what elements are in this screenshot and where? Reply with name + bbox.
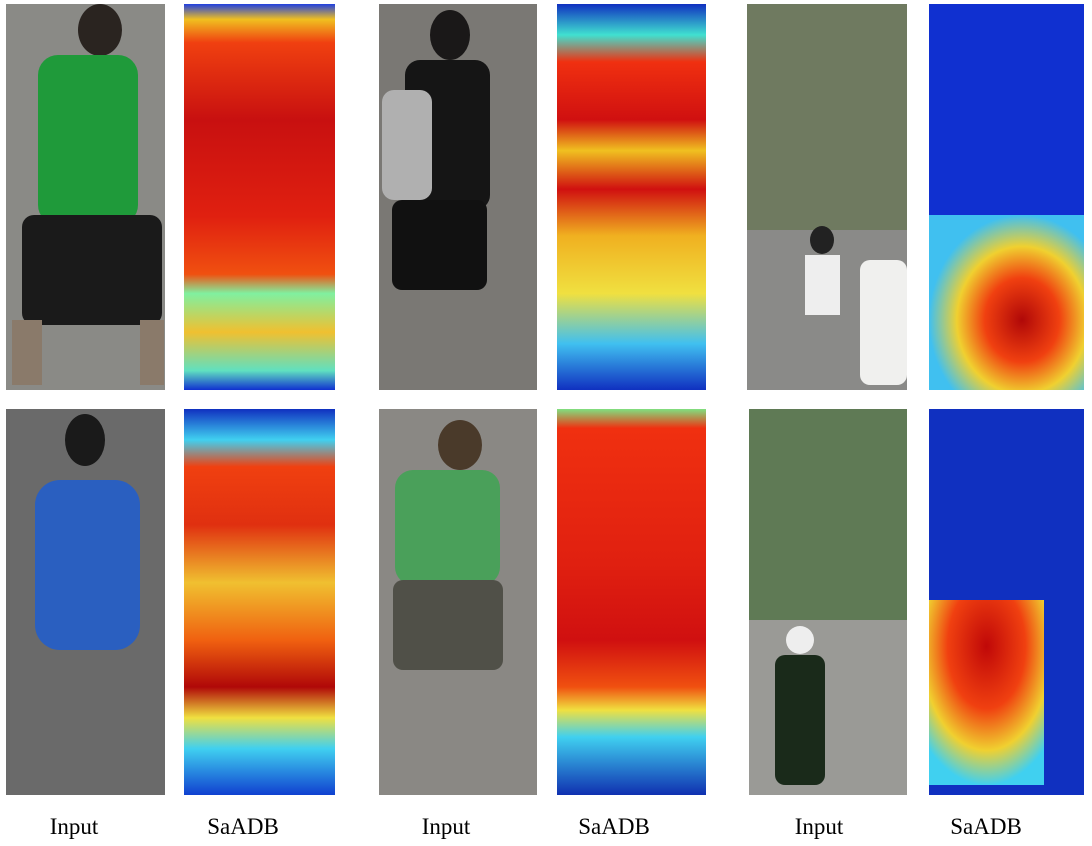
caption-label: Input [422, 814, 471, 839]
shorts [393, 580, 503, 670]
input-photo [747, 4, 907, 390]
shirt [805, 255, 840, 315]
shirt [395, 470, 500, 585]
heatmap-hot-region [929, 600, 1044, 785]
dress [35, 480, 140, 650]
caption-label: SaADB [207, 814, 279, 839]
shorts [392, 200, 487, 290]
person [775, 655, 825, 785]
head [430, 10, 470, 60]
head [65, 414, 105, 466]
heatmap [557, 4, 706, 390]
caption-label: Input [795, 814, 844, 839]
heatmap [557, 409, 706, 795]
head [786, 626, 814, 654]
ground [749, 620, 907, 795]
heatmap [929, 4, 1084, 390]
shirt [38, 55, 138, 225]
input-photo [379, 4, 537, 390]
heatmap-hot-region [929, 215, 1084, 390]
caption-label: SaADB [950, 814, 1022, 839]
head [810, 226, 834, 254]
leg [12, 320, 42, 385]
caption-label: SaADB [578, 814, 650, 839]
head [438, 420, 482, 470]
input-photo [6, 409, 165, 795]
heatmap [929, 409, 1084, 795]
input-photo [749, 409, 907, 795]
heatmap [184, 4, 335, 390]
input-photo [379, 409, 537, 795]
leg [140, 320, 164, 385]
caption-label: Input [50, 814, 99, 839]
person [860, 260, 907, 385]
backpack [382, 90, 432, 200]
heatmap-background [184, 409, 335, 795]
head [78, 4, 122, 56]
input-photo [6, 4, 165, 390]
heatmap [184, 409, 335, 795]
shorts [22, 215, 162, 325]
